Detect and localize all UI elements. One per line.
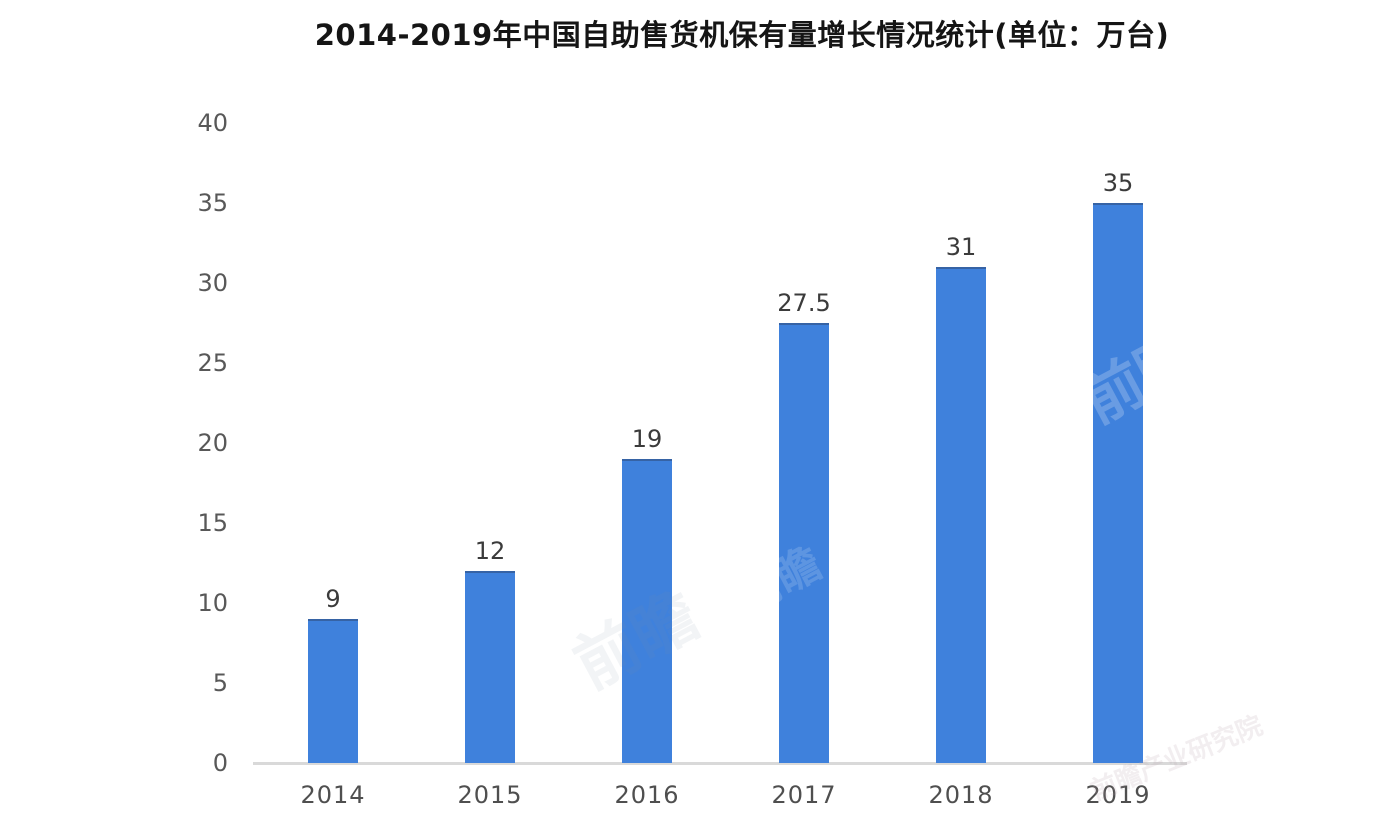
x-tick-label: 2019 (1085, 781, 1151, 809)
bar-2019 (1093, 203, 1143, 763)
bar-2017 (779, 323, 829, 763)
bar-value-label: 12 (474, 537, 506, 565)
x-tick-label: 2016 (614, 781, 680, 809)
bar-value-label: 9 (325, 585, 341, 613)
x-tick-label: 2018 (928, 781, 994, 809)
bar-2016 (622, 459, 672, 763)
x-tick-label: 2017 (771, 781, 837, 809)
bar-value-label: 31 (945, 233, 977, 261)
chart-title: 2014-2019年中国自助售货机保有量增长情况统计(单位：万台) (314, 18, 1170, 52)
bar-value-label: 35 (1102, 169, 1134, 197)
y-tick-label: 20 (197, 429, 228, 457)
bar-value-label: 19 (631, 425, 663, 453)
y-tick-label: 15 (197, 509, 228, 537)
bar-2014 (308, 619, 358, 763)
x-axis-line (253, 762, 1187, 765)
y-tick-label: 10 (197, 589, 228, 617)
x-tick-label: 2015 (457, 781, 523, 809)
y-tick-label: 40 (197, 109, 228, 137)
y-tick-label: 25 (197, 349, 228, 377)
bar-value-label: 27.5 (777, 289, 831, 317)
y-tick-label: 30 (197, 269, 228, 297)
bar-2018 (936, 267, 986, 763)
bar-2015 (465, 571, 515, 763)
x-tick-label: 2014 (300, 781, 366, 809)
y-tick-label: 0 (212, 749, 228, 777)
y-tick-label: 35 (197, 189, 228, 217)
y-tick-label: 5 (212, 669, 228, 697)
